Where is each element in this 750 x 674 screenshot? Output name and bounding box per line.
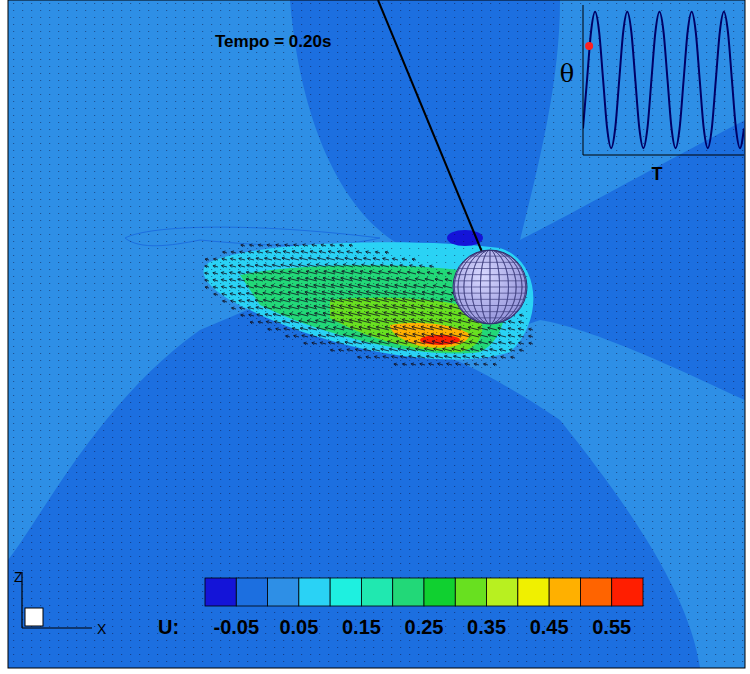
- svg-text:0.25: 0.25: [405, 616, 444, 638]
- svg-text:Z: Z: [14, 569, 23, 585]
- svg-text:0.15: 0.15: [342, 616, 381, 638]
- svg-text:T: T: [652, 164, 663, 184]
- svg-text:0.55: 0.55: [592, 616, 631, 638]
- svg-text:0.05: 0.05: [279, 616, 318, 638]
- svg-text:-0.05: -0.05: [213, 616, 259, 638]
- svg-text:U:: U:: [158, 616, 179, 638]
- svg-text:Tempo = 0.20s: Tempo = 0.20s: [215, 32, 331, 51]
- svg-text:X: X: [97, 621, 107, 637]
- svg-text:θ: θ: [560, 60, 574, 88]
- svg-text:0.45: 0.45: [530, 616, 569, 638]
- svg-text:0.35: 0.35: [467, 616, 506, 638]
